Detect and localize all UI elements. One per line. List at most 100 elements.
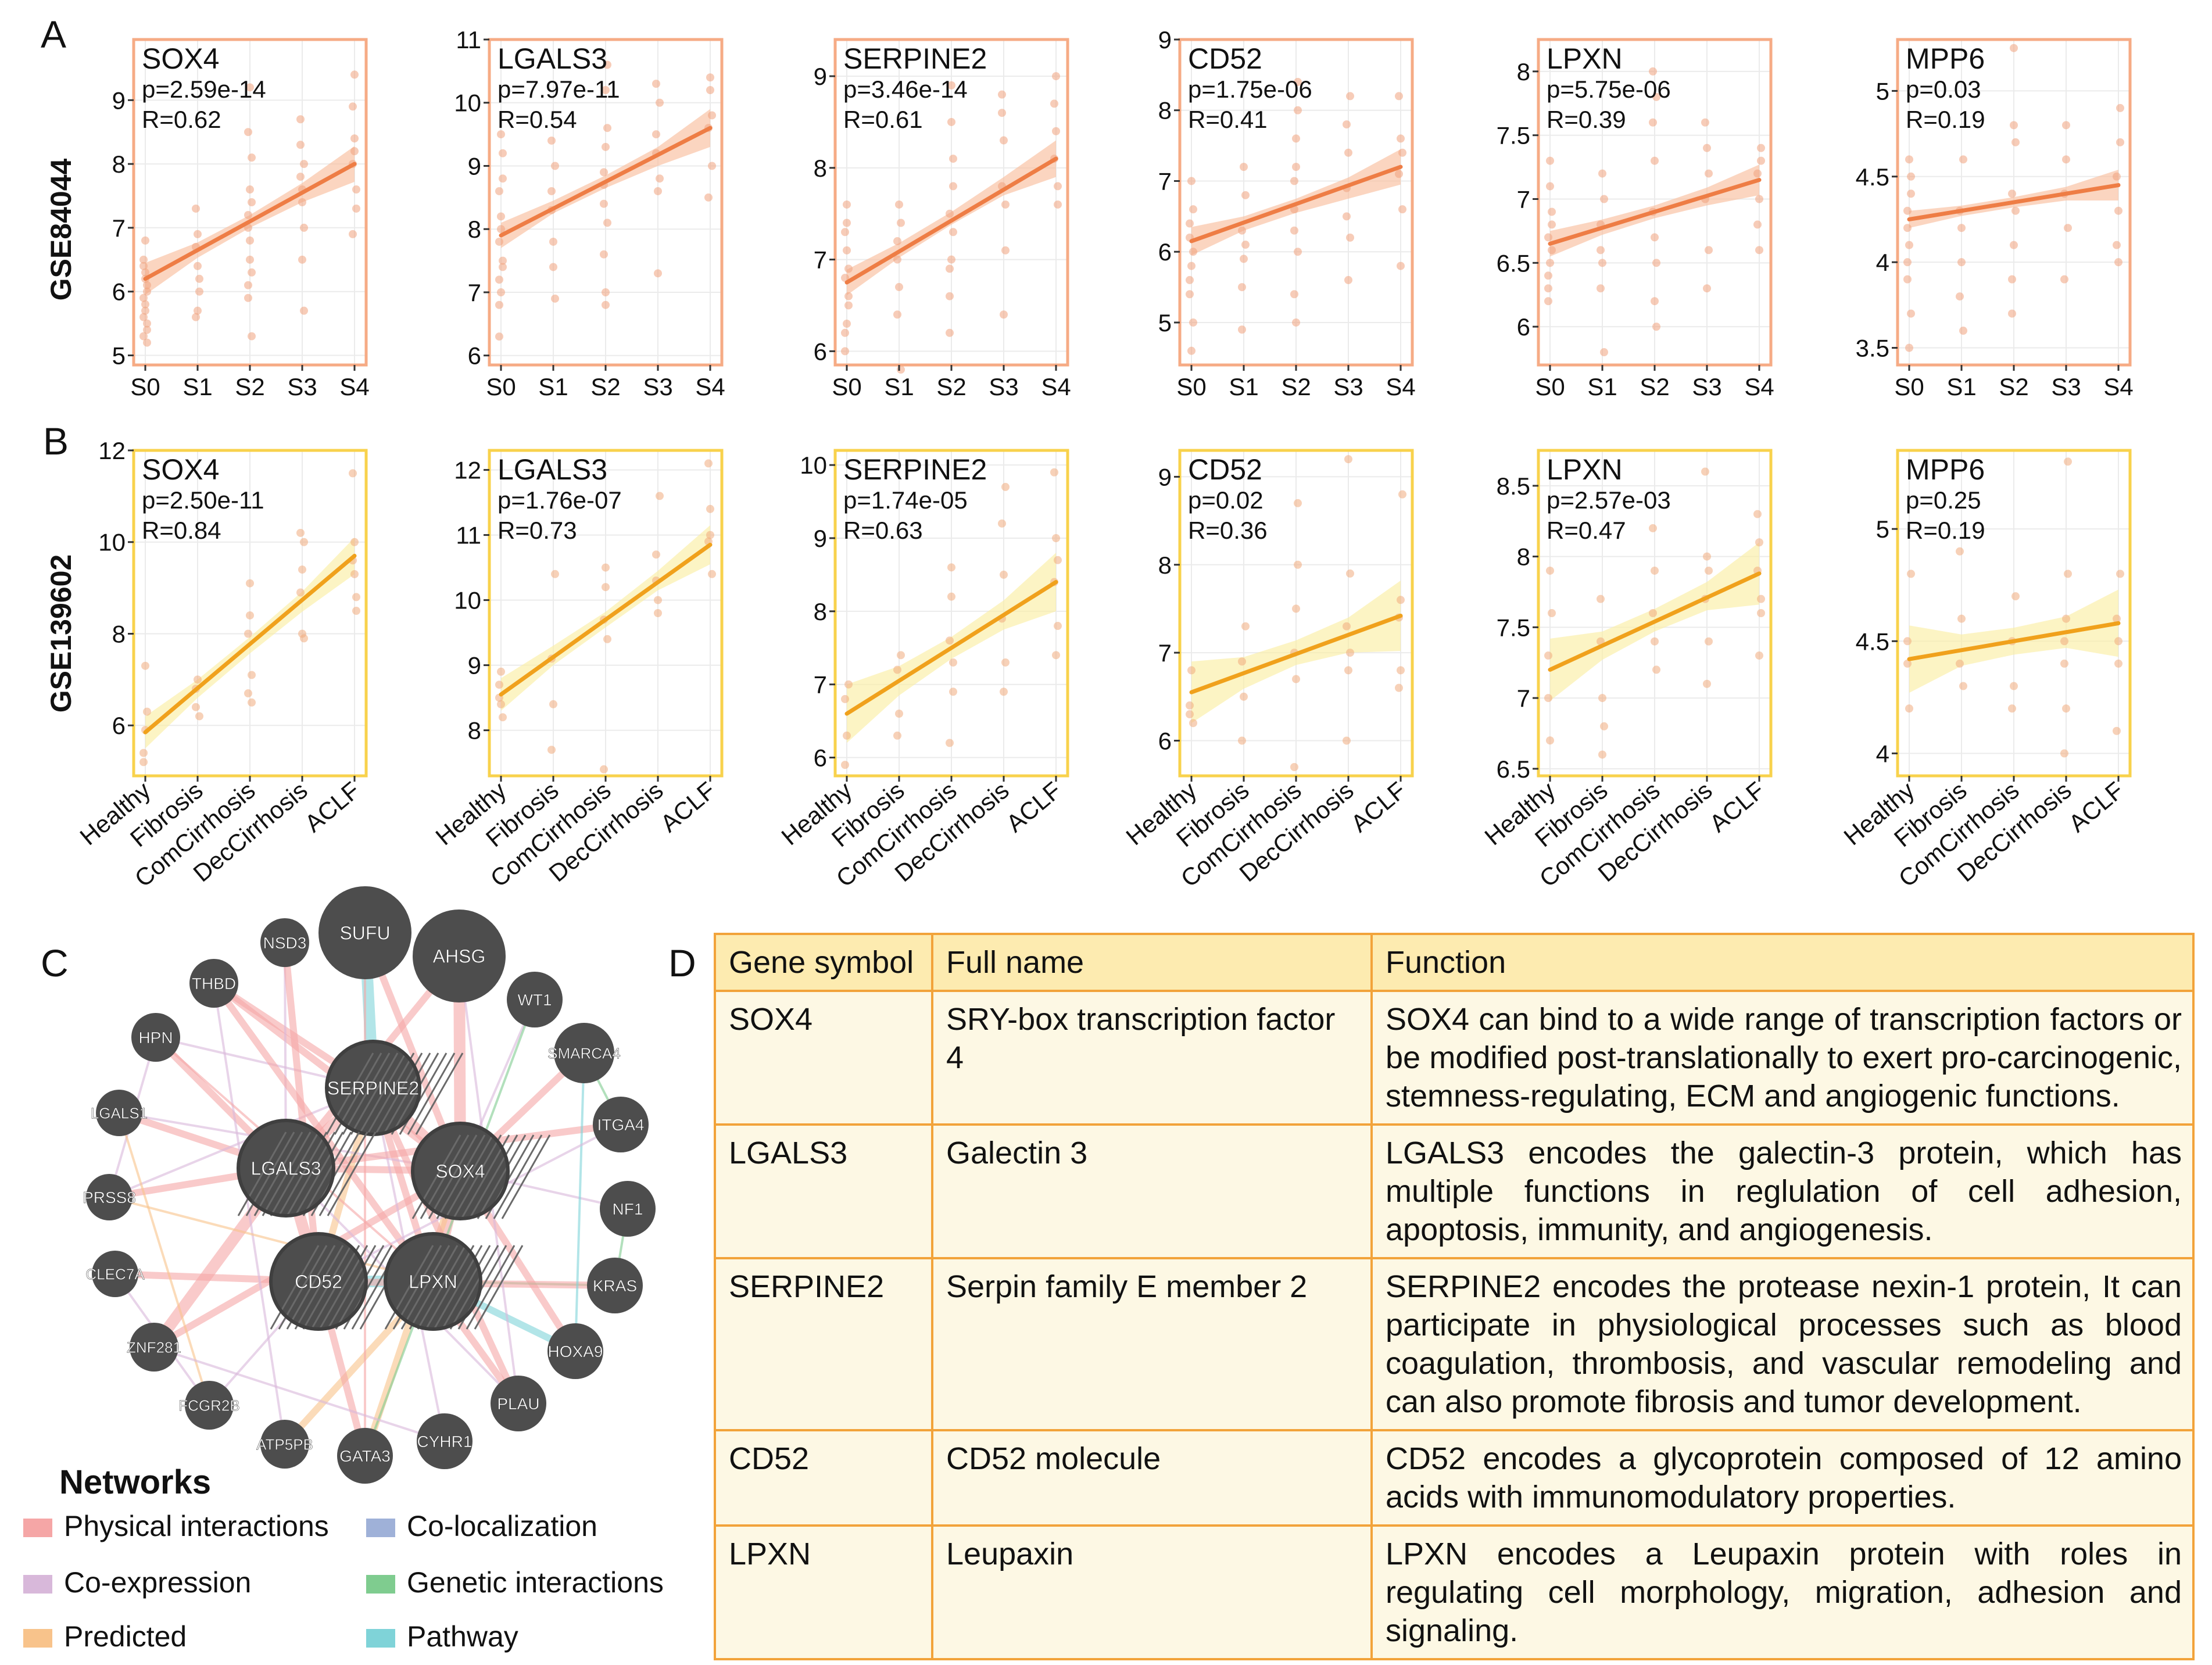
network-edge [118, 1112, 210, 1406]
data-point [844, 680, 853, 689]
query-hatch [318, 1132, 368, 1216]
chart-p-value: p=1.75e-06 [1188, 76, 1312, 103]
data-point [551, 294, 559, 303]
data-point [2060, 637, 2068, 646]
data-point [1753, 220, 1762, 229]
data-point [298, 255, 306, 264]
data-point [495, 332, 503, 341]
query-outline [269, 1232, 368, 1331]
gene-network: SUFU NSD3 AHSG THBD WT1 HPN SMARCA4 SERPINE2 LGA… [83, 886, 656, 1484]
data-point [654, 596, 662, 604]
data-point [1238, 325, 1246, 334]
chart-gene-title: LPXN [1547, 42, 1623, 75]
network-node: WT1 [507, 972, 563, 1027]
data-point [349, 469, 357, 478]
row-label-a: GSE84044 [45, 158, 77, 300]
network-node-circle [96, 1090, 142, 1136]
data-point [897, 365, 905, 374]
legend-swatch [23, 1519, 52, 1537]
data-point [1903, 659, 1912, 668]
data-point [1186, 219, 1194, 228]
data-point [246, 236, 254, 245]
network-node-circle [260, 1420, 309, 1469]
data-point [1649, 118, 1657, 127]
network-node: NF1 [600, 1181, 656, 1237]
data-point [1290, 290, 1298, 299]
legend-swatch [23, 1575, 52, 1594]
cell-symbol: LPXN [714, 1524, 933, 1660]
data-point [349, 230, 357, 238]
data-point [841, 761, 849, 769]
query-hatch [270, 1132, 320, 1216]
data-point [949, 155, 957, 163]
data-point [497, 225, 505, 234]
data-point [1292, 675, 1300, 683]
y-tick-label: 4 [1876, 740, 1889, 767]
y-tick-label: 6 [814, 338, 827, 365]
data-point [1548, 220, 1556, 229]
cell-symbol: SOX4 [714, 990, 933, 1126]
data-point [2010, 682, 2018, 690]
network-node-circle [189, 959, 238, 1008]
data-point [143, 325, 151, 334]
x-tick-label: S0 [130, 373, 160, 400]
x-tick-label: S3 [989, 373, 1018, 400]
data-point [656, 174, 664, 183]
query-hatch [253, 1132, 303, 1216]
data-point [143, 319, 151, 328]
chart-r-value: R=0.47 [1547, 517, 1626, 544]
data-point [1546, 736, 1554, 745]
data-point [947, 255, 955, 264]
panel-letter-b: B [43, 420, 69, 463]
data-point [2114, 206, 2122, 215]
query-hatch [452, 1134, 502, 1219]
trend-line [1189, 614, 1403, 694]
y-tick-label: 5 [1876, 515, 1889, 543]
network-node: PRSS8 [83, 1174, 136, 1220]
data-point [1052, 72, 1060, 81]
chart-r-value: R=0.54 [497, 106, 577, 133]
network-node: NSD3 [260, 918, 309, 967]
data-point [141, 661, 149, 670]
data-point [893, 237, 901, 246]
data-point [1544, 694, 1552, 703]
data-point [1238, 283, 1246, 292]
x-tick-label: S2 [1281, 373, 1311, 400]
data-point [893, 310, 901, 319]
data-point [1189, 248, 1197, 256]
data-point [603, 124, 611, 133]
gridlines [1538, 450, 1771, 776]
data-point [141, 300, 149, 309]
data-point [1344, 275, 1352, 284]
data-point [1294, 248, 1302, 256]
x-tick-label: S0 [1176, 373, 1206, 400]
table-row: SERPINE2 Serpin family E member 2 SERPIN… [714, 1257, 2195, 1431]
y-tick-label: 6.5 [1497, 249, 1530, 277]
network-node-circle [92, 1251, 138, 1297]
y-tick-label: 10 [454, 89, 481, 117]
data-point [893, 665, 901, 674]
data-point [551, 570, 559, 578]
data-point [1290, 226, 1298, 235]
data-point [246, 83, 254, 92]
data-point [2062, 121, 2070, 130]
data-point [1398, 205, 1406, 214]
network-node-label: LGALS1 [91, 1104, 148, 1122]
trend-line [1907, 183, 2121, 221]
data-point [1344, 666, 1352, 675]
data-point [350, 70, 359, 79]
x-tick-label: S0 [486, 373, 516, 400]
data-point [549, 263, 557, 271]
data-point [841, 347, 849, 356]
data-point [1395, 683, 1403, 692]
network-node: SUFU [318, 886, 411, 979]
table-row: LPXN Leupaxin LPXN encodes a Leupaxin pr… [714, 1524, 2195, 1660]
legend-item-coexpression: Co-expression [23, 1566, 251, 1599]
cell-name: Leupaxin [931, 1524, 1373, 1660]
x-tick-label: S3 [643, 373, 672, 400]
data-point [1701, 467, 1709, 476]
data-point [1903, 258, 1912, 267]
data-point [652, 550, 660, 559]
data-point [1240, 255, 1248, 263]
